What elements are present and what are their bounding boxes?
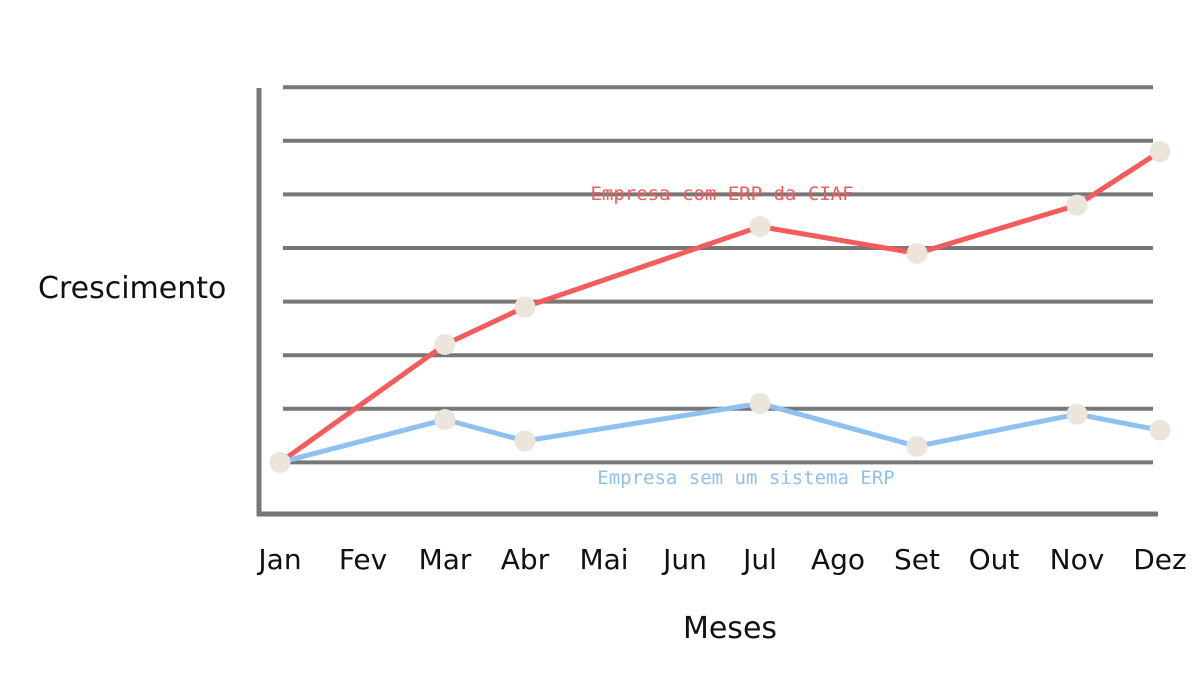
series-markers <box>269 141 1171 473</box>
series-label-1: Empresa sem um sistema ERP <box>597 467 894 489</box>
series-label-0: Empresa com ERP da CIAF <box>590 183 853 205</box>
data-point-marker <box>749 216 771 238</box>
data-point-marker <box>749 392 771 414</box>
x-axis-title: Meses <box>683 611 777 646</box>
x-tick-label: Mai <box>579 543 628 576</box>
x-tick-label: Nov <box>1050 543 1105 576</box>
x-tick-label: Mar <box>419 543 472 576</box>
x-tick-label: Fev <box>339 543 387 576</box>
series-line-1 <box>277 400 1163 465</box>
x-tick-label: Jan <box>256 543 301 576</box>
x-tick-label: Jul <box>741 543 777 576</box>
gridlines <box>283 85 1153 465</box>
data-point-marker <box>434 409 456 431</box>
data-point-marker <box>1149 419 1171 441</box>
data-point-marker <box>269 451 291 473</box>
data-point-marker <box>906 435 928 457</box>
data-point-marker <box>1066 403 1088 425</box>
data-point-marker <box>906 242 928 264</box>
data-point-marker <box>1066 194 1088 216</box>
data-point-marker <box>1149 141 1171 163</box>
data-point-marker <box>514 430 536 452</box>
series-labels: Empresa com ERP da CIAF Empresa sem um si… <box>590 183 894 489</box>
y-axis-title: Crescimento <box>38 271 226 306</box>
data-point-marker <box>514 296 536 318</box>
x-tick-label: Jun <box>661 543 707 576</box>
x-tick-label: Ago <box>811 543 865 576</box>
data-point-marker <box>434 333 456 355</box>
x-tick-labels: Jan Fev Mar Abr Mai Jun Jul Ago Set Out Nov Dez <box>256 543 1186 576</box>
x-tick-label: Dez <box>1133 543 1186 576</box>
x-tick-label: Abr <box>501 543 550 576</box>
x-tick-label: Set <box>894 543 940 576</box>
x-tick-label: Out <box>969 543 1020 576</box>
